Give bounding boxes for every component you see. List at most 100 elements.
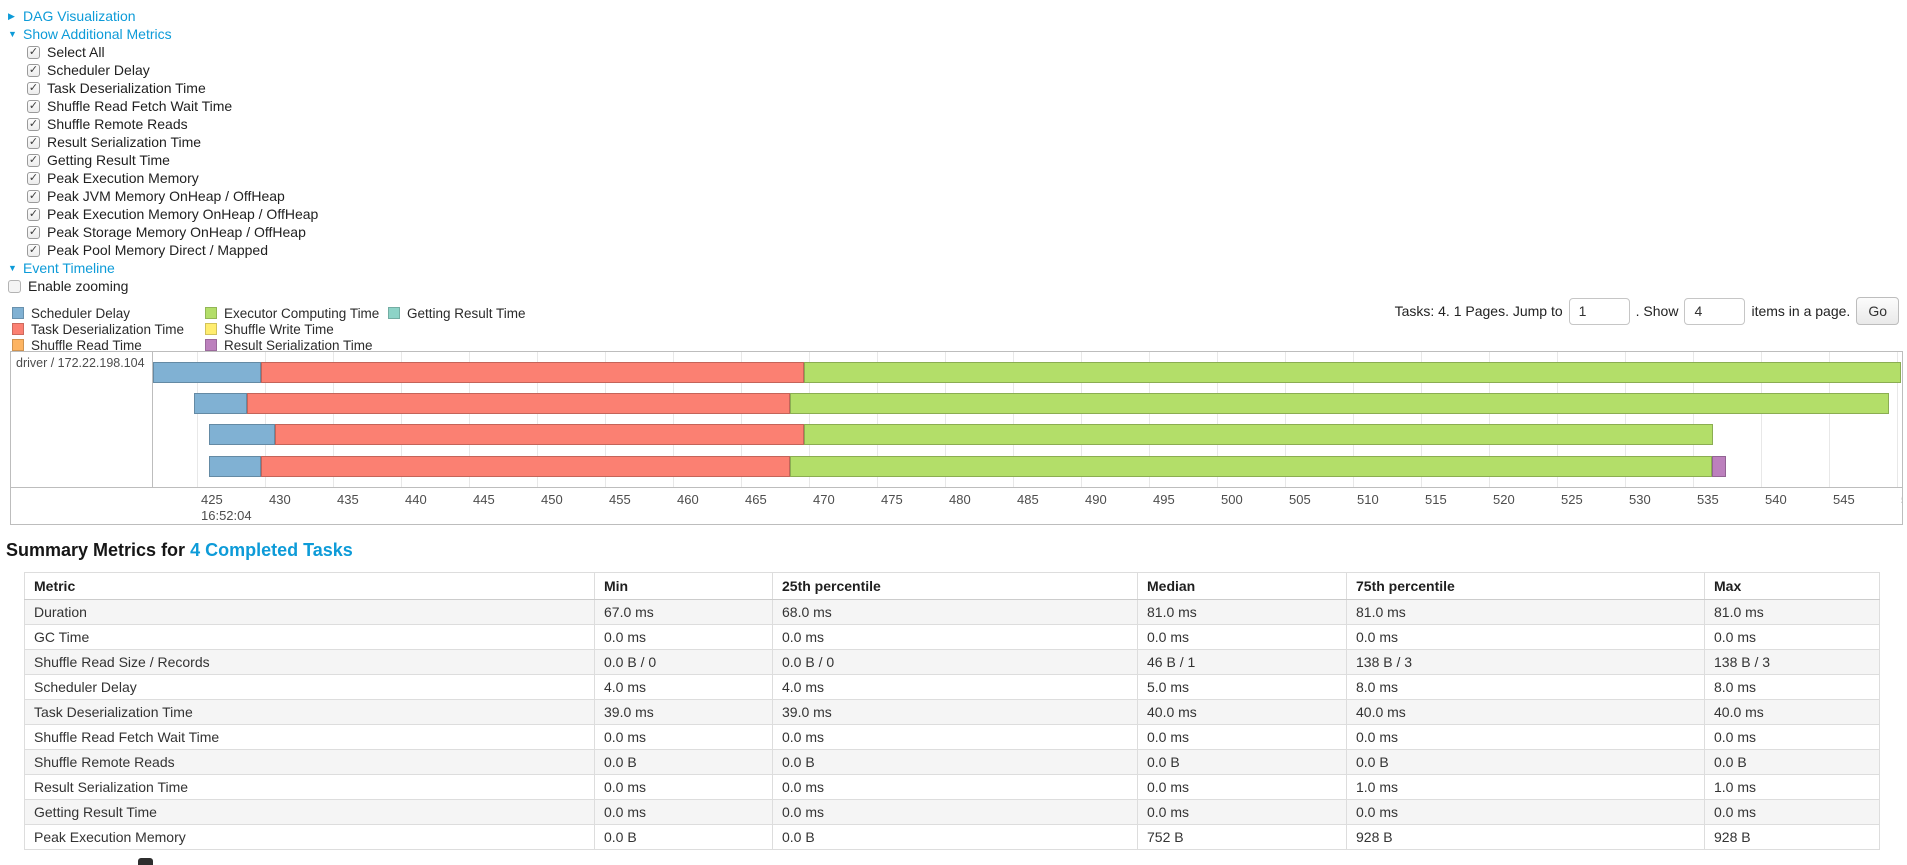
metric-checkbox-row[interactable]: ✓ Peak Storage Memory OnHeap / OffHeap xyxy=(27,223,318,241)
timeline-task-bar[interactable] xyxy=(153,393,1902,414)
task-segment-result-serialization[interactable] xyxy=(1712,456,1726,477)
timeline-task-bar[interactable] xyxy=(153,362,1902,383)
metric-value-cell: 0.0 ms xyxy=(772,624,1138,650)
enable-zooming-checkbox[interactable] xyxy=(8,279,21,293)
metric-value-cell: 67.0 ms xyxy=(594,599,773,625)
metric-checkbox-row[interactable]: ✓ Getting Result Time xyxy=(27,151,318,169)
completed-tasks-link[interactable]: 4 Completed Tasks xyxy=(190,540,353,560)
task-segment-task-deserialization[interactable] xyxy=(260,456,790,477)
metric-checkbox-row[interactable]: ✓ Shuffle Read Fetch Wait Time xyxy=(27,97,318,115)
axis-tick-label: 515 xyxy=(1425,492,1447,507)
task-segment-scheduler-delay[interactable] xyxy=(153,362,261,383)
axis-tick-label: 500 xyxy=(1221,492,1243,507)
metric-checkbox-row[interactable]: ✓ Result Serialization Time xyxy=(27,133,318,151)
checked-checkbox[interactable]: ✓ xyxy=(27,63,40,77)
legend-column: Executor Computing Time Shuffle Write Tim… xyxy=(205,306,388,354)
metric-value-cell: 39.0 ms xyxy=(594,699,773,725)
checked-checkbox[interactable]: ✓ xyxy=(27,117,40,131)
axis-tick-label: 525 xyxy=(1561,492,1583,507)
axis-tick-label: 510 xyxy=(1357,492,1379,507)
triangle-down-icon: ▼ xyxy=(8,28,17,39)
metric-name-cell: Task Deserialization Time xyxy=(24,699,595,725)
metric-value-cell: 0.0 ms xyxy=(1704,799,1880,825)
metric-checkbox-row[interactable]: ✓ Peak Pool Memory Direct / Mapped xyxy=(27,241,318,259)
enable-zooming-row[interactable]: Enable zooming xyxy=(8,277,318,295)
checked-checkbox[interactable]: ✓ xyxy=(27,189,40,203)
timeline-task-bar[interactable] xyxy=(153,456,1902,477)
legend-item: Shuffle Write Time xyxy=(205,322,388,337)
task-segment-executor-computing[interactable] xyxy=(803,362,1902,383)
axis-tick-label: 445 xyxy=(473,492,495,507)
axis-tick-label: 475 xyxy=(881,492,903,507)
metric-value-cell: 0.0 ms xyxy=(594,774,773,800)
metric-value-cell: 46 B / 1 xyxy=(1137,649,1347,675)
task-segment-scheduler-delay[interactable] xyxy=(209,456,261,477)
items-per-page-input[interactable] xyxy=(1684,297,1746,325)
metric-checkbox-label: Peak JVM Memory OnHeap / OffHeap xyxy=(47,188,285,204)
show-additional-metrics-toggle[interactable]: ▼ Show Additional Metrics xyxy=(8,25,318,43)
task-segment-task-deserialization[interactable] xyxy=(247,393,790,414)
go-button[interactable]: Go xyxy=(1856,297,1899,325)
legend-item: Scheduler Delay xyxy=(12,306,205,321)
checked-checkbox[interactable]: ✓ xyxy=(27,153,40,167)
axis-tick-label: 460 xyxy=(677,492,699,507)
legend-label: Executor Computing Time xyxy=(224,305,380,321)
checked-checkbox[interactable]: ✓ xyxy=(27,135,40,149)
axis-tick-label: 440 xyxy=(405,492,427,507)
task-segment-scheduler-delay[interactable] xyxy=(209,424,275,445)
event-timeline-toggle[interactable]: ▼ Event Timeline xyxy=(8,259,318,277)
metric-checkbox-row[interactable]: ✓ Shuffle Remote Reads xyxy=(27,115,318,133)
axis-tick-label: 490 xyxy=(1085,492,1107,507)
metric-value-cell: 81.0 ms xyxy=(1346,599,1705,625)
checked-checkbox[interactable]: ✓ xyxy=(27,171,40,185)
timeline-gridline xyxy=(265,352,266,487)
timeline-gridline xyxy=(1557,352,1558,487)
checked-checkbox[interactable]: ✓ xyxy=(27,243,40,257)
metric-value-cell: 8.0 ms xyxy=(1346,674,1705,700)
metric-checkbox-row[interactable]: ✓ Scheduler Delay xyxy=(27,61,318,79)
timeline-gridline xyxy=(1353,352,1354,487)
checked-checkbox[interactable]: ✓ xyxy=(27,81,40,95)
metric-checkbox-row[interactable]: ✓ Peak Execution Memory xyxy=(27,169,318,187)
timeline-gridline xyxy=(1285,352,1286,487)
metric-checkbox-row[interactable]: ✓ Select All xyxy=(27,43,318,61)
metric-name-cell: GC Time xyxy=(24,624,595,650)
axis-tick-label: 495 xyxy=(1153,492,1175,507)
metric-checkbox-row[interactable]: ✓ Peak Execution Memory OnHeap / OffHeap xyxy=(27,205,318,223)
axis-tick-label: 450 xyxy=(541,492,563,507)
metric-checkbox-row[interactable]: ✓ Peak JVM Memory OnHeap / OffHeap xyxy=(27,187,318,205)
metric-name-cell: Duration xyxy=(24,599,595,625)
metric-value-cell: 0.0 ms xyxy=(1346,799,1705,825)
checked-checkbox[interactable]: ✓ xyxy=(27,99,40,113)
task-segment-executor-computing[interactable] xyxy=(789,456,1713,477)
metric-name-cell: Shuffle Read Fetch Wait Time xyxy=(24,724,595,750)
stage-controls: ▶ DAG Visualization ▼ Show Additional Me… xyxy=(8,7,318,295)
metric-value-cell: 0.0 B / 0 xyxy=(594,649,773,675)
timeline-gridline xyxy=(877,352,878,487)
task-segment-scheduler-delay[interactable] xyxy=(194,393,248,414)
checked-checkbox[interactable]: ✓ xyxy=(27,225,40,239)
clipped-content-fragment xyxy=(138,858,153,865)
metric-checkbox-row[interactable]: ✓ Task Deserialization Time xyxy=(27,79,318,97)
task-segment-executor-computing[interactable] xyxy=(789,393,1889,414)
timeline-task-bar[interactable] xyxy=(153,424,1902,445)
task-segment-executor-computing[interactable] xyxy=(803,424,1714,445)
metric-value-cell: 40.0 ms xyxy=(1346,699,1705,725)
dag-visualization-toggle[interactable]: ▶ DAG Visualization xyxy=(8,7,318,25)
legend-label: Shuffle Read Time xyxy=(31,337,142,353)
task-segment-task-deserialization[interactable] xyxy=(260,362,804,383)
metric-value-cell: 0.0 B / 0 xyxy=(772,649,1138,675)
metric-value-cell: 0.0 ms xyxy=(1137,774,1347,800)
metric-checkbox-label: Scheduler Delay xyxy=(47,62,150,78)
checked-checkbox[interactable]: ✓ xyxy=(27,45,40,59)
legend-swatch-icon xyxy=(12,307,24,319)
metric-value-cell: 752 B xyxy=(1137,824,1347,850)
axis-tick-label: 430 xyxy=(269,492,291,507)
axis-tick-label: 520 xyxy=(1493,492,1515,507)
checked-checkbox[interactable]: ✓ xyxy=(27,207,40,221)
jump-to-page-input[interactable] xyxy=(1568,297,1630,325)
timeline-gridline xyxy=(537,352,538,487)
legend-swatch-icon xyxy=(12,323,24,335)
task-segment-task-deserialization[interactable] xyxy=(274,424,804,445)
metric-name-cell: Result Serialization Time xyxy=(24,774,595,800)
